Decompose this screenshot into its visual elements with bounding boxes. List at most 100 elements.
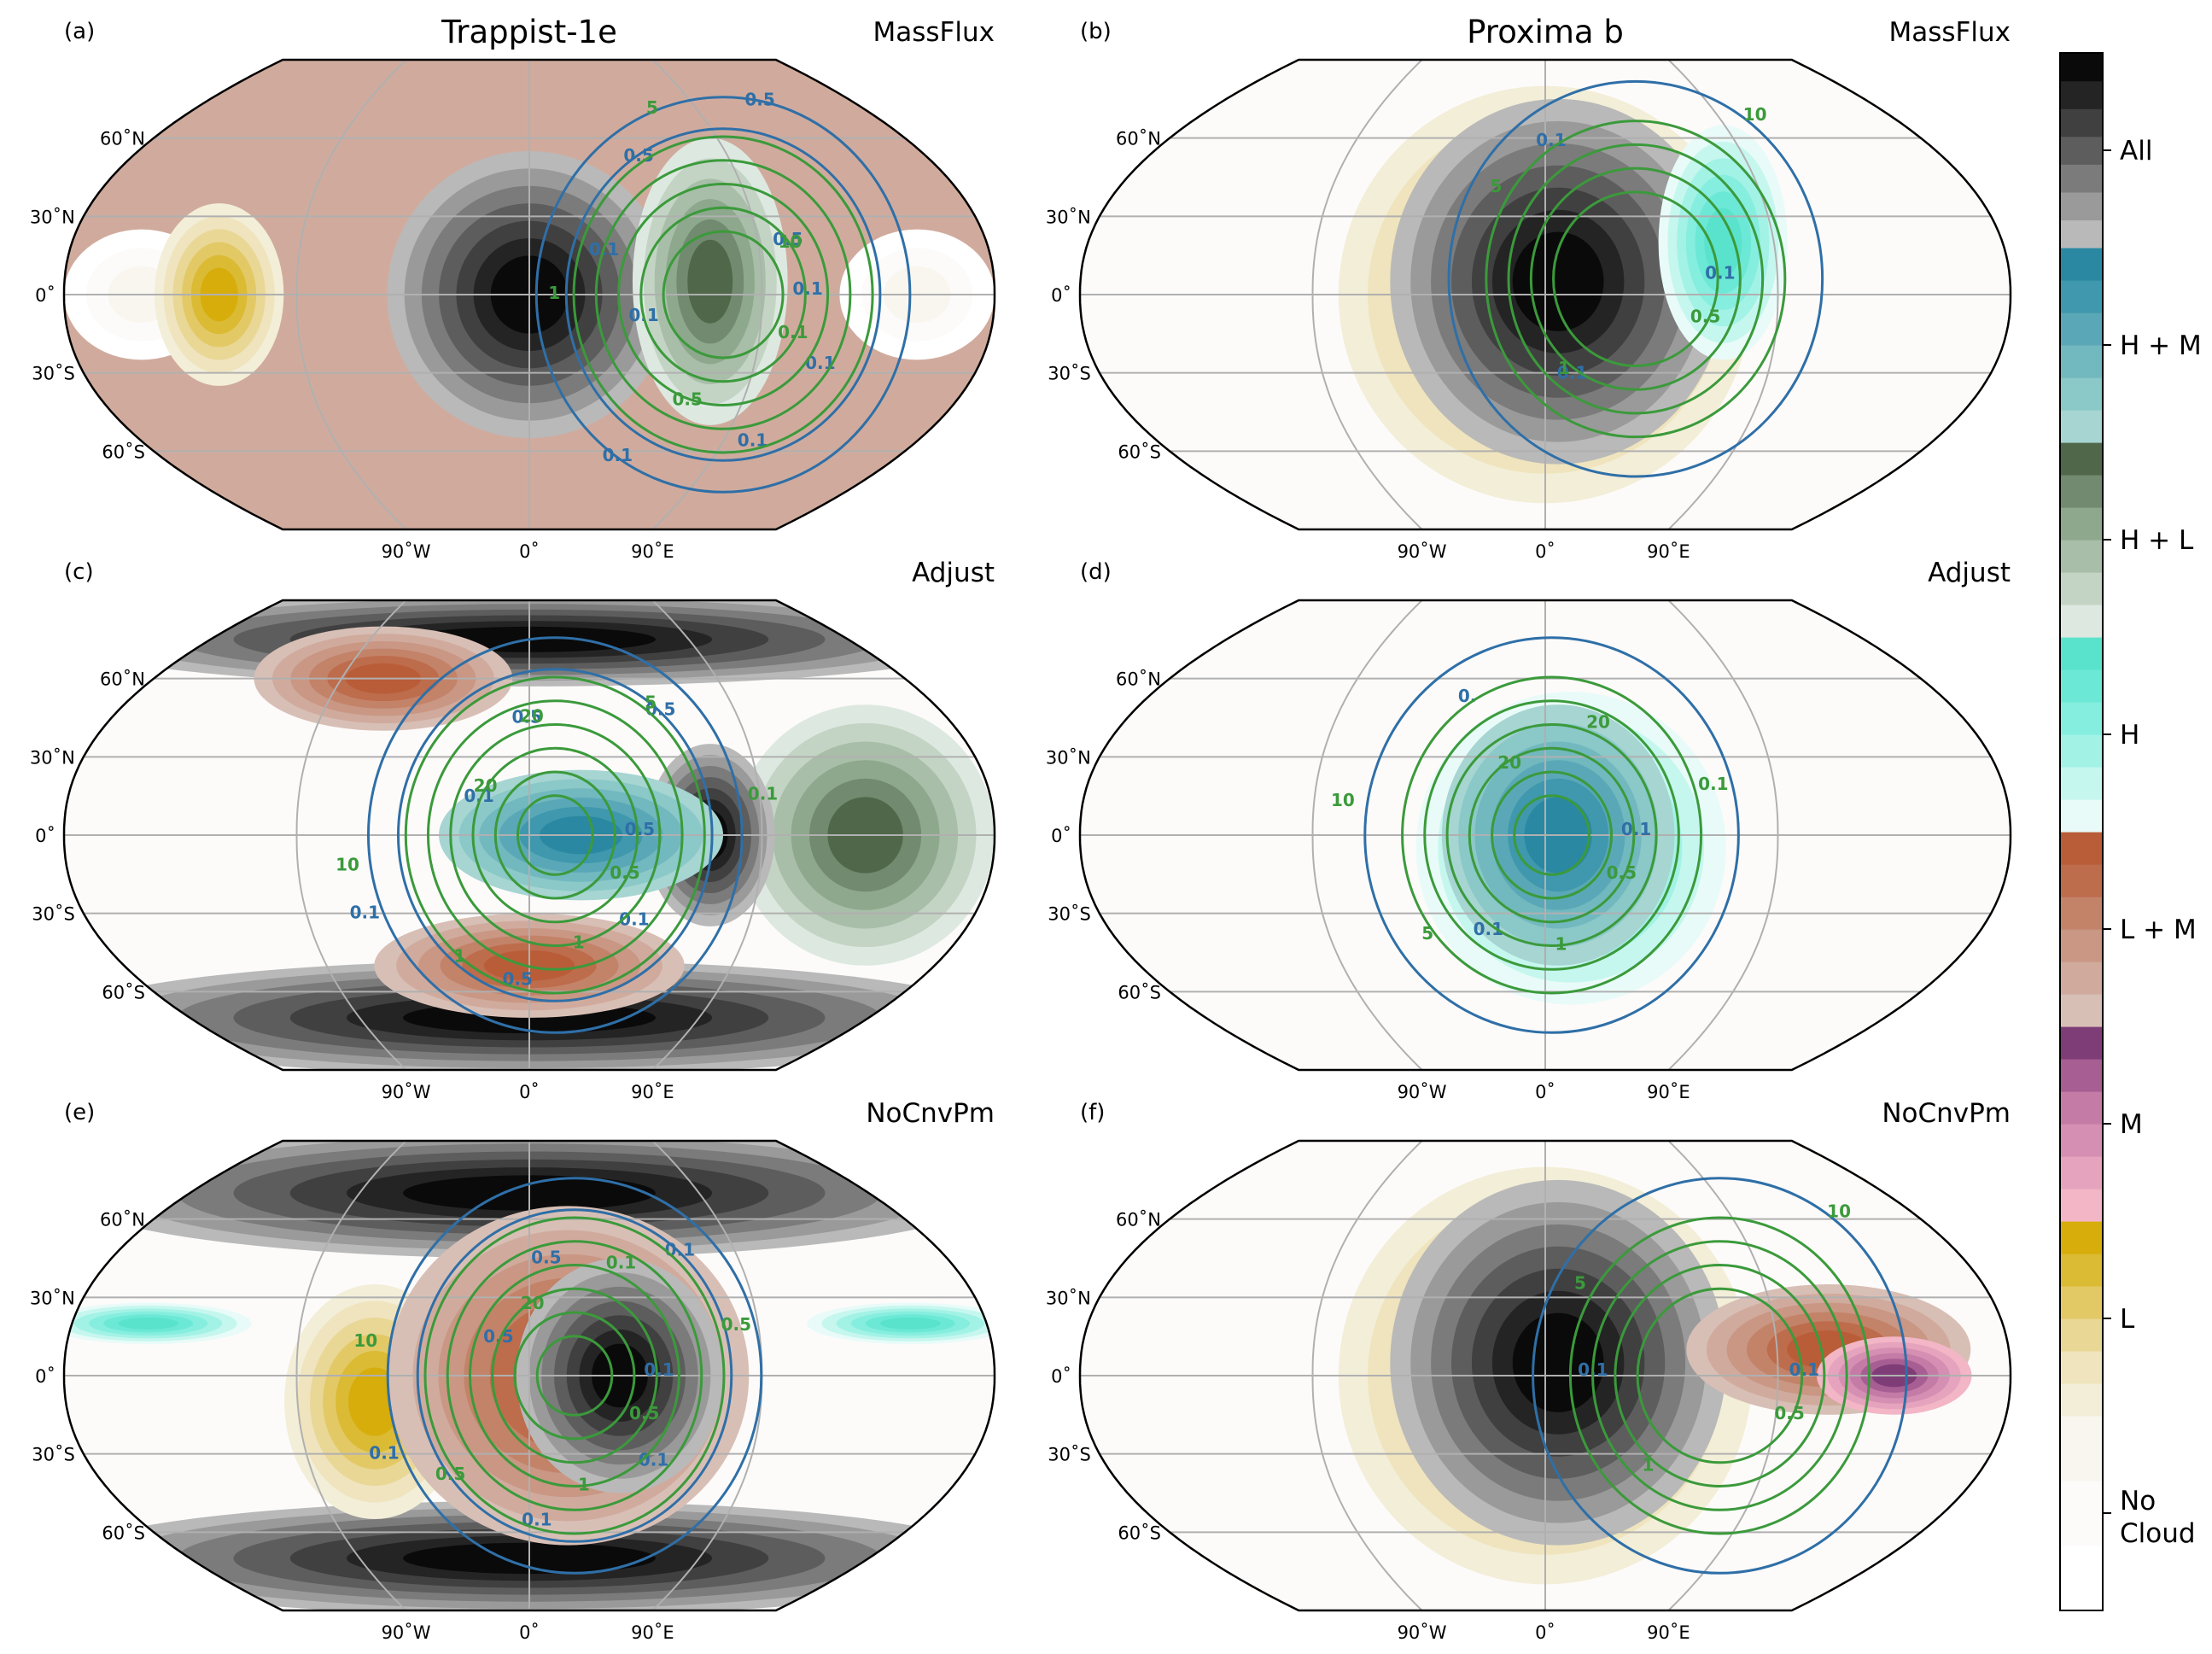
contour-label: 5	[1574, 1272, 1586, 1293]
contour-label: 0.1	[644, 1359, 674, 1380]
meridian-gridline	[295, 600, 407, 1070]
lat-tick-label: 0˚	[35, 826, 55, 846]
contour-label: 0.5	[623, 145, 653, 166]
column-title-proxima: Proxima b	[1467, 14, 1624, 50]
colorbar-swatch	[2060, 767, 2103, 800]
contour-label: 0.	[1458, 686, 1477, 706]
colorbar-swatch	[2060, 1059, 2103, 1092]
lat-tick-label: 0˚	[35, 285, 55, 306]
scheme-label: Adjust	[912, 558, 995, 588]
contour-line	[471, 746, 639, 924]
lon-tick-label: 90˚E	[1647, 1082, 1690, 1102]
colorbar-label: M	[2120, 1109, 2143, 1140]
lon-tick-label: 0˚	[519, 541, 540, 562]
lon-tick-label: 90˚E	[631, 1622, 674, 1643]
contour-line	[513, 1311, 636, 1441]
colorbar-swatch	[2060, 734, 2103, 768]
contour-line	[534, 96, 912, 494]
contour-label: 0.1	[748, 784, 778, 804]
lat-tick-label: 60˚N	[1116, 129, 1161, 149]
contour-label: 5	[1490, 176, 1502, 196]
contour-line	[516, 794, 594, 876]
lat-tick-label: 0˚	[1051, 1366, 1071, 1387]
contour-label: 0.5	[625, 819, 655, 839]
contour-line	[396, 668, 714, 1002]
contour-label: 10	[1331, 790, 1355, 810]
contour-label: 0.5	[502, 969, 532, 990]
colorbar-swatch	[2060, 1124, 2103, 1157]
contour-label: 0.5	[435, 1464, 465, 1484]
contour-line	[639, 206, 807, 383]
contour-line	[426, 699, 684, 971]
colorbar-swatch	[2060, 345, 2103, 378]
contour-label: 5	[1421, 923, 1433, 944]
lon-tick-label: 0˚	[1535, 1082, 1555, 1102]
contour-label: 0.1	[792, 278, 822, 299]
colorbar-swatch	[2060, 897, 2103, 930]
contour-line	[1568, 1216, 1871, 1535]
contour-label: 0.1	[1536, 130, 1566, 150]
lat-tick-label: 60˚N	[1116, 1210, 1161, 1230]
colorbar-swatch	[2060, 961, 2103, 995]
lon-tick-label: 0˚	[519, 1622, 540, 1643]
lat-tick-label: 30˚S	[1048, 364, 1091, 384]
map-outline	[1078, 599, 2012, 1072]
lat-tick-label: 60˚N	[100, 1210, 145, 1230]
lon-tick-label: 90˚E	[631, 541, 674, 562]
lon-tick-label: 90˚W	[1398, 1082, 1447, 1102]
lon-tick-label: 90˚W	[382, 1622, 431, 1643]
contour-line	[423, 1216, 726, 1535]
scheme-label: MassFlux	[1889, 17, 2011, 48]
contour-label: 1	[1558, 358, 1570, 378]
contour-label: 0.1	[1698, 774, 1728, 794]
contour-label: 5	[646, 97, 658, 118]
contour-label: 20	[474, 775, 498, 796]
contour-label: 0.1	[606, 1252, 636, 1272]
scheme-label: MassFlux	[873, 17, 995, 48]
map-outline	[1078, 58, 2012, 531]
contour-label: 10	[336, 855, 359, 875]
contour-line	[1491, 770, 1614, 900]
colorbar-swatch	[2060, 108, 2103, 137]
contour-line	[594, 159, 852, 430]
colorbar-swatch	[2060, 929, 2103, 962]
contour-line	[1468, 746, 1636, 924]
colorbar-swatch	[2060, 475, 2103, 508]
contour-line	[404, 675, 706, 995]
contour-label: 1	[1555, 934, 1567, 955]
contour-label: 1	[548, 283, 560, 303]
contour-label: 0.5	[511, 706, 541, 727]
contour-label: 5	[645, 692, 657, 712]
colorbar-swatch	[2060, 1254, 2103, 1287]
contour-label: 0.1	[1789, 1359, 1819, 1380]
contour-label: 20	[521, 1293, 545, 1313]
contour-line	[493, 770, 616, 900]
colorbar-swatch	[2060, 605, 2103, 638]
map-outline	[62, 58, 996, 531]
panel-tag: (d)	[1080, 559, 1112, 585]
colorbar-swatch	[2060, 191, 2103, 221]
cloud-region-h	[1704, 207, 1742, 277]
lon-tick-label: 90˚E	[1647, 1622, 1690, 1643]
colorbar-swatch	[2060, 637, 2103, 670]
lat-tick-label: 30˚N	[1046, 207, 1091, 227]
contour-line	[449, 723, 662, 947]
colorbar-swatch	[2060, 136, 2103, 165]
contour-label: 0.5	[645, 698, 675, 719]
contour-line	[416, 1208, 733, 1543]
lat-tick-label: 30˚S	[32, 364, 75, 384]
colorbar-label: L	[2120, 1304, 2135, 1335]
contour-label: 1	[578, 1475, 590, 1495]
map-outline	[1078, 1139, 2012, 1612]
meridian-gridline	[1667, 60, 1779, 529]
scheme-label: NoCnvPm	[1882, 1098, 2011, 1129]
colorbar-swatch	[2060, 702, 2103, 735]
colorbar-swatch	[2060, 864, 2103, 897]
panel-tag: (f)	[1080, 1100, 1105, 1125]
lon-tick-label: 90˚E	[631, 1082, 674, 1102]
